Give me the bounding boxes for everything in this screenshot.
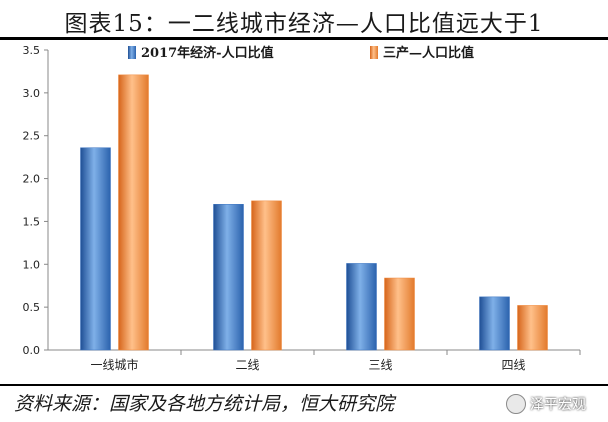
legend-label: 三产—人口比值 (383, 45, 474, 61)
y-tick-label: 2.5 (23, 130, 41, 143)
y-tick-label: 2.0 (23, 173, 41, 186)
wechat-icon (506, 394, 526, 414)
bar-econ-pop (479, 296, 510, 351)
y-tick-label: 1.0 (23, 258, 41, 271)
bar-econ-pop (346, 263, 377, 351)
bar-tertiary-pop (251, 200, 282, 351)
x-category-label: 二线 (235, 358, 259, 372)
legend-label: 2017年经济-人口比值 (141, 45, 274, 61)
y-tick-label: 0.5 (23, 301, 41, 314)
bar-tertiary-pop (384, 277, 415, 351)
legend-swatch (128, 46, 136, 59)
y-tick-label: 3.5 (23, 44, 41, 57)
watermark: 泽平宏观 (506, 391, 606, 417)
bar-econ-pop (80, 147, 111, 351)
y-tick-label: 0.0 (23, 344, 41, 357)
bar-tertiary-pop (517, 305, 548, 351)
bar-chart: 0.0 0.5 1.0 1.5 2.0 2.5 3.0 3.5 一线城市 二线 三线 四线 2017年经… (23, 44, 581, 372)
x-category-label: 一线城市 (90, 357, 138, 372)
bottom-divider (0, 384, 608, 386)
y-tick-label: 1.5 (23, 215, 41, 228)
y-tick-label: 3.0 (23, 87, 41, 100)
watermark-label: 泽平宏观 (530, 397, 586, 413)
bar-econ-pop (213, 204, 244, 351)
x-category-label: 三线 (368, 358, 392, 372)
legend-swatch (370, 46, 378, 59)
top-divider (0, 37, 608, 40)
bar-tertiary-pop (118, 74, 149, 351)
chart-title: 图表15：一二线城市经济—人口比值远大于1 (64, 11, 544, 37)
source-note: 资料来源：国家及各地方统计局，恒大研究院 (14, 393, 395, 415)
x-category-label: 四线 (501, 358, 525, 372)
